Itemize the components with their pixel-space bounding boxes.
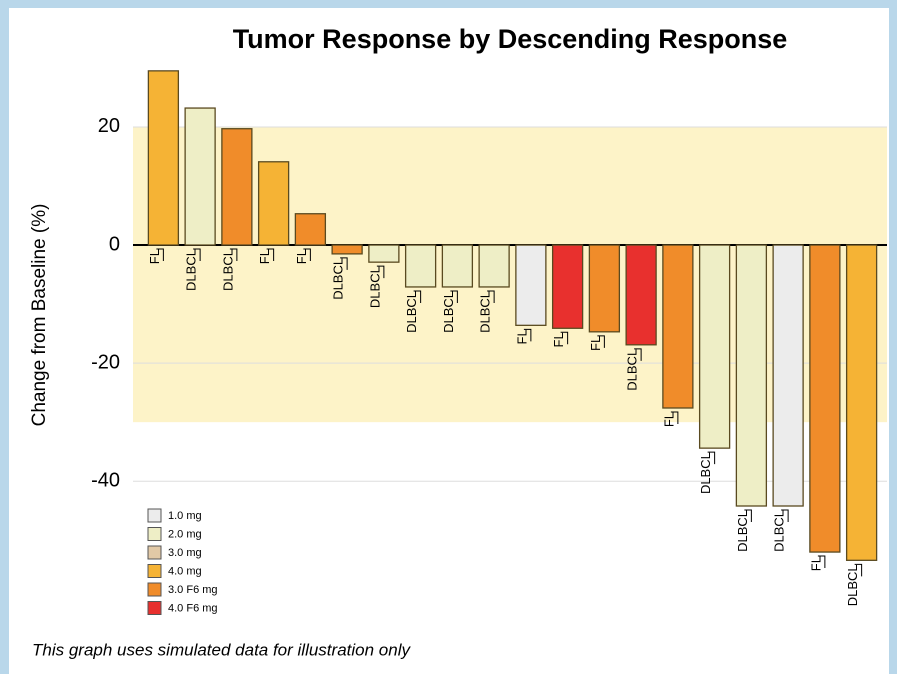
label-bracket — [854, 563, 863, 577]
bar — [588, 244, 621, 333]
label-bracket — [707, 451, 716, 465]
category-label: DLBCL — [441, 291, 456, 333]
category-label: FL — [661, 412, 676, 427]
bar — [441, 244, 474, 288]
bar — [698, 244, 731, 449]
label-bracket — [744, 509, 752, 522]
label-bracket — [634, 348, 642, 361]
legend-swatch — [147, 582, 162, 597]
legend-swatch — [147, 508, 162, 523]
label-bracket — [156, 248, 164, 262]
label-bracket — [560, 331, 569, 345]
category-label: DLBCL — [698, 452, 713, 494]
category-label: FL — [808, 556, 823, 571]
category-label: FL — [257, 249, 272, 264]
bar — [735, 244, 768, 507]
category-label: DLBCL — [220, 249, 235, 291]
category-label: DLBCL — [772, 510, 787, 552]
label-bracket — [523, 328, 532, 342]
label-bracket — [413, 290, 422, 303]
legend-swatch — [147, 601, 162, 615]
bar — [515, 244, 547, 326]
y-tick-label: 0 — [109, 233, 120, 255]
category-label: DLBCL — [735, 510, 750, 552]
label-bracket — [487, 290, 495, 303]
y-tick-label: -20 — [91, 351, 120, 373]
bar — [625, 244, 657, 346]
legend-swatch — [147, 564, 162, 578]
label-bracket — [817, 555, 826, 569]
category-label: DLBCL — [478, 291, 493, 333]
label-bracket — [303, 248, 311, 262]
label-bracket — [229, 248, 238, 262]
bar — [368, 244, 400, 263]
legend-swatch — [147, 545, 162, 560]
bar — [809, 244, 841, 553]
category-label: DLBCL — [625, 349, 640, 391]
bar — [845, 244, 878, 561]
category-label: FL — [588, 336, 603, 351]
legend-label: 1.0 mg — [168, 510, 202, 522]
bar — [478, 244, 510, 288]
legend-label: 4.0 mg — [168, 565, 202, 577]
legend-label: 3.0 F6 mg — [168, 584, 218, 596]
y-tick-label: -40 — [91, 469, 120, 491]
y-tick-label: 20 — [98, 115, 120, 137]
label-bracket — [266, 248, 275, 262]
bar — [404, 244, 437, 288]
bar — [184, 107, 216, 246]
bar — [294, 213, 327, 246]
label-bracket — [340, 257, 348, 270]
category-label: DLBCL — [845, 564, 860, 606]
label-bracket — [193, 248, 201, 262]
category-label: FL — [514, 329, 529, 344]
label-bracket — [781, 509, 789, 522]
category-label: FL — [294, 249, 309, 264]
category-label: DLBCL — [367, 266, 382, 308]
legend-label: 2.0 mg — [168, 528, 202, 540]
label-bracket — [450, 290, 458, 303]
bar — [662, 244, 694, 409]
category-label: DLBCL — [184, 249, 199, 291]
label-bracket — [597, 335, 605, 348]
legend-label: 4.0 F6 mg — [168, 602, 218, 614]
label-bracket — [376, 265, 385, 279]
category-label: DLBCL — [331, 258, 346, 300]
label-bracket — [670, 411, 679, 424]
bar — [551, 244, 584, 329]
bar — [257, 161, 290, 246]
bar — [221, 128, 253, 246]
footnote: This graph uses simulated data for illus… — [32, 640, 411, 659]
chart-title: Tumor Response by Descending Response — [233, 24, 788, 54]
bar — [147, 70, 180, 246]
category-label: DLBCL — [404, 291, 419, 333]
bar — [772, 244, 804, 507]
legend-label: 3.0 mg — [168, 547, 202, 559]
y-axis-label: Change from Baseline (%) — [29, 204, 50, 427]
legend-swatch — [147, 527, 162, 541]
bar — [331, 244, 363, 255]
category-label: FL — [551, 332, 566, 347]
category-label: FL — [147, 249, 162, 264]
